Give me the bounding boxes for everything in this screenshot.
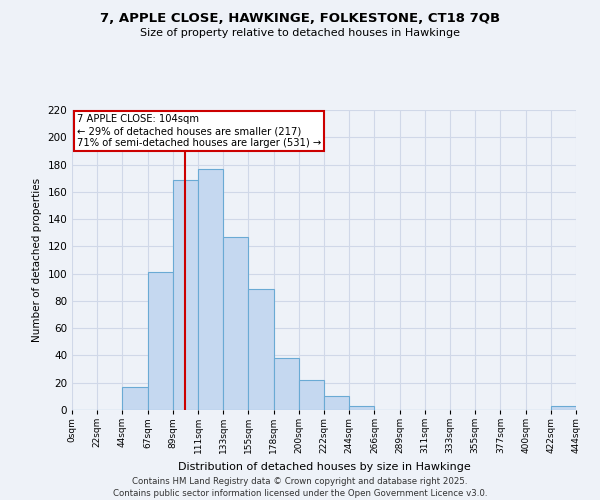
Bar bbox=[324, 396, 349, 410]
Bar bbox=[299, 380, 324, 410]
Bar bbox=[223, 237, 248, 410]
Text: 7 APPLE CLOSE: 104sqm
← 29% of detached houses are smaller (217)
71% of semi-det: 7 APPLE CLOSE: 104sqm ← 29% of detached … bbox=[77, 114, 321, 148]
Bar bbox=[198, 168, 223, 410]
Bar bbox=[148, 272, 173, 410]
Text: Contains HM Land Registry data © Crown copyright and database right 2025.: Contains HM Land Registry data © Crown c… bbox=[132, 478, 468, 486]
Bar bbox=[349, 406, 374, 410]
Bar bbox=[122, 387, 148, 410]
Bar bbox=[274, 358, 299, 410]
Y-axis label: Number of detached properties: Number of detached properties bbox=[32, 178, 42, 342]
Bar bbox=[551, 406, 576, 410]
Text: Contains public sector information licensed under the Open Government Licence v3: Contains public sector information licen… bbox=[113, 489, 487, 498]
X-axis label: Distribution of detached houses by size in Hawkinge: Distribution of detached houses by size … bbox=[178, 462, 470, 471]
Text: 7, APPLE CLOSE, HAWKINGE, FOLKESTONE, CT18 7QB: 7, APPLE CLOSE, HAWKINGE, FOLKESTONE, CT… bbox=[100, 12, 500, 26]
Text: Size of property relative to detached houses in Hawkinge: Size of property relative to detached ho… bbox=[140, 28, 460, 38]
Bar bbox=[248, 288, 274, 410]
Bar bbox=[173, 180, 198, 410]
